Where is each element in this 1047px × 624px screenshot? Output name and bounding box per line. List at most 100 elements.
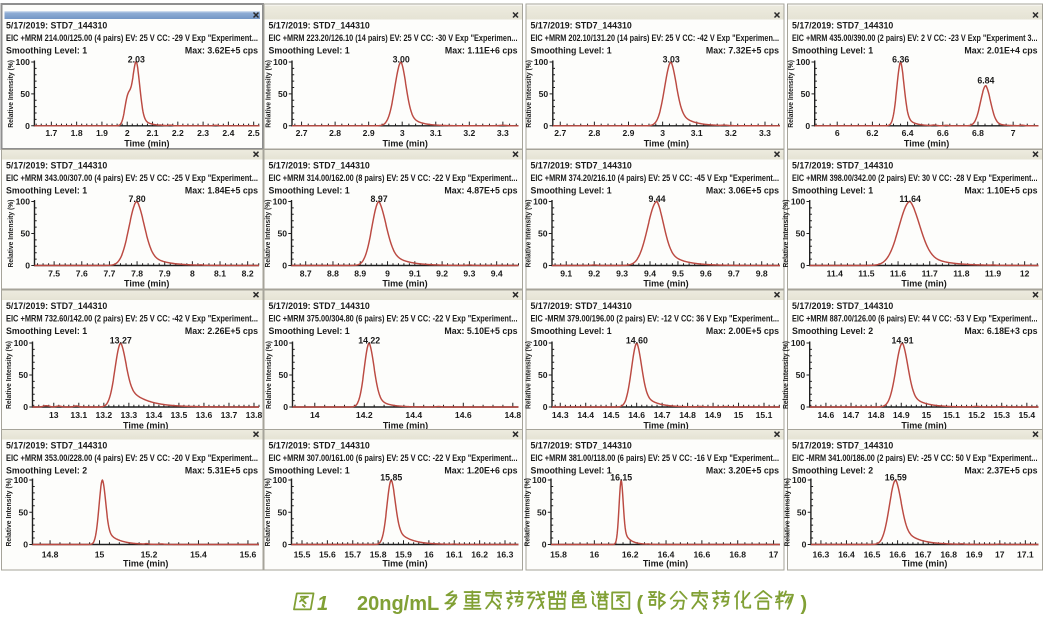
svg-text:13.7: 13.7: [221, 410, 238, 420]
svg-text:Smoothing Level: 1: Smoothing Level: 1: [531, 186, 612, 196]
svg-text:11.64: 11.64: [899, 194, 921, 204]
svg-text:15.1: 15.1: [943, 410, 960, 420]
svg-text:15.2: 15.2: [141, 550, 158, 560]
svg-text:Time (min): Time (min): [643, 279, 688, 289]
svg-text:50: 50: [537, 507, 547, 517]
svg-text:7.80: 7.80: [129, 194, 146, 204]
svg-text:14.8: 14.8: [42, 550, 59, 560]
svg-text:5/17/2019: STD7_144310: 5/17/2019: STD7_144310: [531, 21, 632, 31]
svg-text:16.6: 16.6: [694, 550, 711, 560]
svg-text:13.27: 13.27: [110, 336, 132, 346]
svg-text:3.1: 3.1: [430, 128, 442, 138]
svg-text:16.4: 16.4: [658, 550, 675, 560]
svg-text:13.1: 13.1: [70, 410, 87, 420]
svg-text:5/17/2019: STD7_144310: 5/17/2019: STD7_144310: [531, 301, 632, 311]
svg-text:15.8: 15.8: [370, 550, 387, 560]
svg-text:14.4: 14.4: [405, 410, 422, 420]
svg-text:13.2: 13.2: [95, 410, 112, 420]
svg-text:50: 50: [18, 507, 28, 517]
svg-text:Max: 1.84E+5 cps: Max: 1.84E+5 cps: [185, 186, 258, 196]
svg-text:5/17/2019: STD7_144310: 5/17/2019: STD7_144310: [269, 301, 370, 311]
svg-text:16.9: 16.9: [966, 550, 983, 560]
svg-text:16.2: 16.2: [471, 550, 488, 560]
svg-text:100: 100: [274, 338, 289, 348]
svg-text:14.6: 14.6: [455, 410, 472, 420]
svg-text:3.3: 3.3: [497, 128, 509, 138]
svg-text:Smoothing Level: 1: Smoothing Level: 1: [531, 326, 612, 336]
svg-text:11.8: 11.8: [953, 269, 969, 279]
svg-text:1.9: 1.9: [96, 128, 108, 138]
svg-text:8.7: 8.7: [300, 269, 312, 279]
svg-text:0: 0: [800, 402, 805, 412]
svg-text:2.8: 2.8: [588, 128, 600, 138]
svg-text:2.2: 2.2: [172, 128, 184, 138]
svg-text:6.4: 6.4: [902, 128, 914, 138]
svg-text:14.6: 14.6: [818, 410, 835, 420]
svg-text:100: 100: [533, 338, 548, 348]
svg-text:0: 0: [542, 540, 547, 550]
svg-text:Smoothing Level: 2: Smoothing Level: 2: [6, 466, 87, 476]
svg-text:100: 100: [791, 338, 806, 348]
svg-text:EIC +MRM 381.00/118.00 (6 pair: EIC +MRM 381.00/118.00 (6 pairs) EV: 25 …: [531, 453, 780, 463]
svg-text:15: 15: [734, 410, 744, 420]
svg-text:8.97: 8.97: [371, 194, 388, 204]
svg-text:Time (min): Time (min): [643, 559, 688, 569]
svg-text:2.7: 2.7: [296, 128, 308, 138]
svg-text:16.5: 16.5: [864, 550, 881, 560]
svg-text:(: (: [637, 593, 644, 615]
svg-text:Smoothing Level: 1: Smoothing Level: 1: [269, 46, 350, 56]
svg-text:Max: 3.20E+5 cps: Max: 3.20E+5 cps: [706, 466, 779, 476]
svg-text:2.4: 2.4: [222, 128, 234, 138]
svg-text:EIC +MRM 435.00/390.00 (2 pair: EIC +MRM 435.00/390.00 (2 pairs) EV: 2 V…: [792, 33, 1038, 43]
svg-text:50: 50: [538, 370, 548, 380]
svg-text:50: 50: [801, 89, 811, 99]
svg-text:EIC +MRM 353.00/228.00 (4 pair: EIC +MRM 353.00/228.00 (4 pairs) EV: 25 …: [6, 453, 258, 463]
svg-text:14.7: 14.7: [843, 410, 860, 420]
svg-text:2: 2: [125, 128, 130, 138]
svg-text:2.8: 2.8: [329, 128, 341, 138]
svg-text:14.9: 14.9: [893, 410, 910, 420]
svg-text:EIC +MRM 374.20/216.10 (4 pair: EIC +MRM 374.20/216.10 (4 pairs) EV: 25 …: [531, 173, 780, 183]
svg-text:100: 100: [273, 57, 288, 67]
svg-text:6: 6: [835, 128, 840, 138]
svg-text:Relative Intensity (%): Relative Intensity (%): [266, 341, 273, 409]
svg-text:Smoothing Level: 2: Smoothing Level: 2: [792, 326, 873, 336]
svg-text:Smoothing Level: 1: Smoothing Level: 1: [269, 186, 350, 196]
svg-text:0: 0: [283, 121, 288, 131]
svg-text:3.2: 3.2: [463, 128, 475, 138]
svg-text:Time (min): Time (min): [383, 421, 428, 431]
svg-text:5/17/2019: STD7_144310: 5/17/2019: STD7_144310: [792, 301, 893, 311]
svg-text:16.3: 16.3: [813, 550, 830, 560]
svg-text:16.3: 16.3: [497, 550, 514, 560]
svg-text:2.9: 2.9: [623, 128, 635, 138]
svg-text:16.8: 16.8: [729, 550, 746, 560]
svg-text:EIC +MRM 398.00/342.00 (2 pair: EIC +MRM 398.00/342.00 (2 pairs) EV: 30 …: [792, 173, 1038, 183]
svg-text:9.2: 9.2: [436, 269, 448, 279]
svg-text:Smoothing Level: 1: Smoothing Level: 1: [269, 466, 350, 476]
svg-text:Relative Intensity (%): Relative Intensity (%): [783, 200, 790, 268]
svg-text:Max: 1.10E+5 cps: Max: 1.10E+5 cps: [964, 186, 1037, 196]
svg-text:6.36: 6.36: [892, 55, 909, 65]
svg-text:Relative Intensity (%): Relative Intensity (%): [8, 200, 15, 268]
svg-text:EIC +MRM 375.00/304.80 (6 pair: EIC +MRM 375.00/304.80 (6 pairs) EV: 25 …: [269, 314, 518, 324]
svg-text:14.9: 14.9: [705, 410, 722, 420]
svg-text:Max: 2.00E+5 cps: Max: 2.00E+5 cps: [706, 326, 779, 336]
svg-text:9.4: 9.4: [644, 269, 656, 279]
svg-text:50: 50: [277, 507, 287, 517]
svg-text:14.6: 14.6: [628, 410, 645, 420]
svg-text:17: 17: [995, 550, 1005, 560]
svg-text:16: 16: [590, 550, 600, 560]
svg-text:Relative Intensity (%): Relative Intensity (%): [788, 60, 795, 128]
svg-text:Time (min): Time (min): [383, 139, 428, 149]
svg-text:6.2: 6.2: [866, 128, 878, 138]
svg-text:50: 50: [797, 507, 807, 517]
svg-text:Relative Intensity (%): Relative Intensity (%): [266, 60, 273, 128]
svg-text:100: 100: [791, 197, 806, 207]
svg-text:50: 50: [18, 370, 28, 380]
svg-text:EIC +MRM 307.00/161.00 (6 pair: EIC +MRM 307.00/161.00 (6 pairs) EV: 25 …: [269, 453, 518, 463]
svg-text:16.59: 16.59: [885, 473, 907, 483]
svg-text:5/17/2019: STD7_144310: 5/17/2019: STD7_144310: [531, 441, 632, 451]
svg-text:100: 100: [534, 57, 549, 67]
svg-text:5/17/2019: STD7_144310: 5/17/2019: STD7_144310: [792, 441, 893, 451]
svg-text:13.6: 13.6: [196, 410, 213, 420]
